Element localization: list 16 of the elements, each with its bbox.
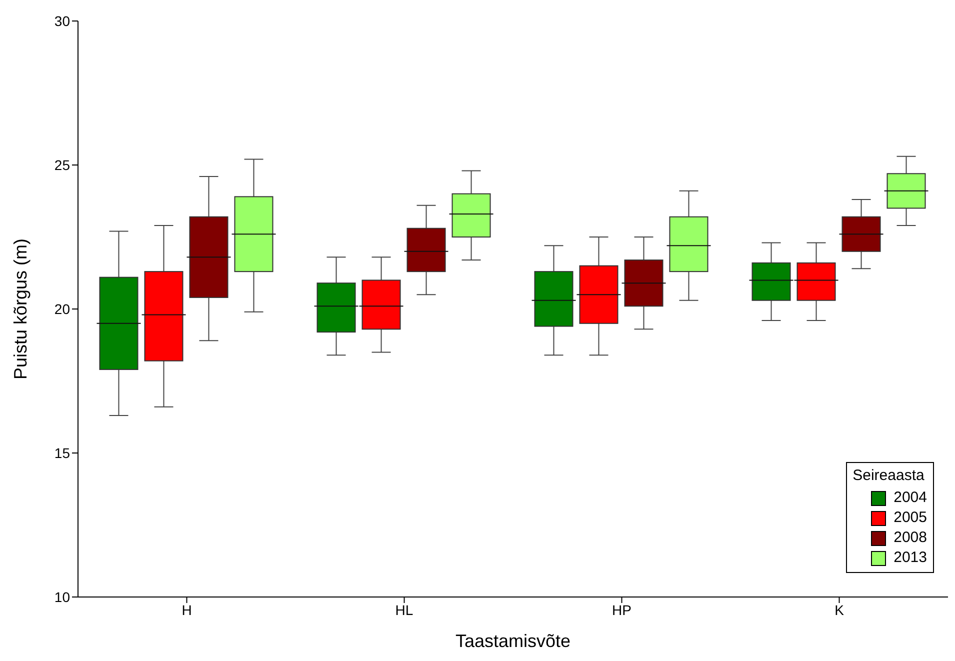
legend-label: 2013 <box>894 548 927 568</box>
y-tick-label: 25 <box>54 156 70 173</box>
x-tick-label: K <box>834 602 845 618</box>
x-tick-label: HL <box>395 602 414 618</box>
y-tick-label: 30 <box>54 12 70 29</box>
y-tick-label: 15 <box>54 444 70 461</box>
legend-label: 2004 <box>894 488 927 508</box>
x-axis-title: Taastamisvõte <box>455 631 571 651</box>
legend-label: 2005 <box>894 508 927 528</box>
y-axis-title: Puistu kõrgus (m) <box>10 238 30 380</box>
x-tick-label: H <box>182 602 192 618</box>
y-tick-label: 10 <box>54 588 70 605</box>
y-tick-label: 20 <box>54 300 70 317</box>
legend-label: 2008 <box>894 528 927 548</box>
x-tick-label: HP <box>612 602 632 618</box>
legend-title: Seireaasta <box>852 467 926 484</box>
